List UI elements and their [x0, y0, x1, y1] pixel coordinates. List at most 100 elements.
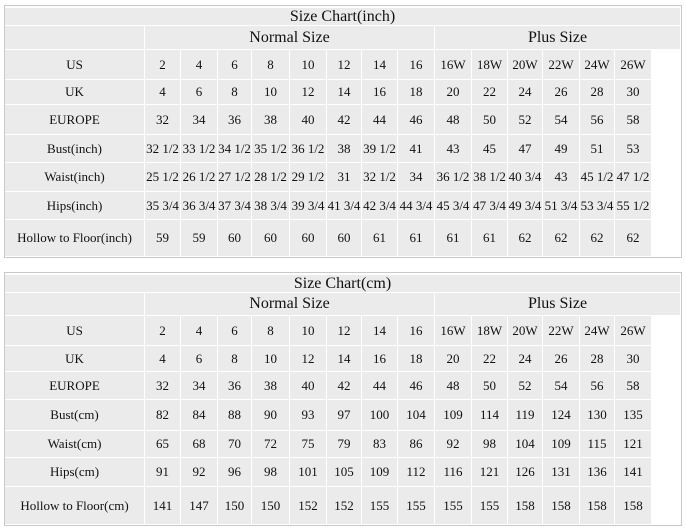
size-value: 62 [580, 220, 615, 257]
size-value: 44 [362, 372, 398, 400]
size-value: 158 [615, 487, 652, 525]
size-value: 158 [543, 487, 580, 525]
size-value: 26 1/2 [181, 163, 218, 192]
size-value: 24 [508, 80, 543, 105]
size-value: 25 1/2 [145, 163, 181, 192]
size-value: 8 [218, 80, 252, 105]
size-value: 32 1/2 [145, 135, 181, 163]
size-value: 38 3/4 [252, 192, 290, 220]
size-value: 39 1/2 [362, 135, 398, 163]
size-value: 12 [327, 316, 362, 346]
size-value: 42 [327, 105, 362, 135]
size-value: 60 [218, 220, 252, 257]
size-value: 62 [543, 220, 580, 257]
size-value: 36 [218, 372, 252, 400]
size-value: 49 [543, 135, 580, 163]
size-value: 22W [543, 50, 580, 80]
row-label: Waist(inch) [5, 163, 145, 192]
size-value: 68 [181, 431, 218, 458]
size-value: 98 [472, 431, 508, 458]
size-value: 4 [181, 50, 218, 80]
size-value: 60 [327, 220, 362, 257]
size-value: 115 [580, 431, 615, 458]
size-value: 155 [362, 487, 398, 525]
size-value: 44 3/4 [398, 192, 435, 220]
size-value: 16 [398, 316, 435, 346]
size-value: 37 3/4 [218, 192, 252, 220]
size-value: 32 1/2 [362, 163, 398, 192]
size-value: 56 [580, 105, 615, 135]
size-value: 48 [435, 372, 472, 400]
size-value: 40 3/4 [508, 163, 543, 192]
size-value: 100 [362, 400, 398, 431]
size-value: 4 [181, 316, 218, 346]
size-value: 61 [362, 220, 398, 257]
group-header: Plus Size [435, 293, 681, 316]
size-value: 12 [290, 80, 327, 105]
row-label: Bust(cm) [5, 400, 145, 431]
table-title: Size Chart(cm) [5, 275, 681, 293]
size-value: 51 3/4 [543, 192, 580, 220]
size-value: 101 [290, 458, 327, 487]
size-value: 46 [398, 372, 435, 400]
size-value: 88 [218, 400, 252, 431]
size-value: 20 [435, 346, 472, 372]
size-value: 90 [252, 400, 290, 431]
row-label: US [5, 316, 145, 346]
size-value: 38 [252, 105, 290, 135]
size-value: 46 [398, 105, 435, 135]
size-value: 58 [615, 372, 652, 400]
size-value: 56 [580, 372, 615, 400]
size-value: 45 1/2 [580, 163, 615, 192]
size-value: 109 [362, 458, 398, 487]
size-value: 92 [181, 458, 218, 487]
size-value: 18W [472, 50, 508, 80]
size-value: 18W [472, 316, 508, 346]
size-value: 26W [615, 316, 652, 346]
size-value: 41 3/4 [327, 192, 362, 220]
size-value: 42 3/4 [362, 192, 398, 220]
row-label: Bust(inch) [5, 135, 145, 163]
size-value: 114 [472, 400, 508, 431]
size-value: 34 [398, 163, 435, 192]
size-value: 48 [435, 105, 472, 135]
size-value: 4 [145, 80, 181, 105]
size-value: 2 [145, 316, 181, 346]
size-value: 47 1/2 [615, 163, 652, 192]
size-value: 36 1/2 [290, 135, 327, 163]
size-value: 26 [543, 80, 580, 105]
size-value: 26 [543, 346, 580, 372]
size-value: 8 [218, 346, 252, 372]
size-value: 131 [543, 458, 580, 487]
size-value: 61 [398, 220, 435, 257]
size-value: 91 [145, 458, 181, 487]
size-value: 2 [145, 50, 181, 80]
size-value: 51 [580, 135, 615, 163]
size-value: 141 [615, 458, 652, 487]
size-value: 60 [290, 220, 327, 257]
size-value: 8 [252, 50, 290, 80]
size-value: 121 [472, 458, 508, 487]
size-value: 16 [362, 346, 398, 372]
size-value: 32 [145, 105, 181, 135]
size-value: 16W [435, 50, 472, 80]
row-label: Hips(cm) [5, 458, 145, 487]
size-value: 130 [580, 400, 615, 431]
size-value: 43 [435, 135, 472, 163]
size-value: 72 [252, 431, 290, 458]
size-value: 14 [362, 50, 398, 80]
size-value: 34 [181, 372, 218, 400]
size-value: 40 [290, 105, 327, 135]
group-header: Normal Size [145, 26, 435, 50]
size-value: 152 [290, 487, 327, 525]
size-value: 155 [472, 487, 508, 525]
size-value: 119 [508, 400, 543, 431]
size-value: 152 [327, 487, 362, 525]
size-value: 47 [508, 135, 543, 163]
size-value: 36 1/2 [435, 163, 472, 192]
size-value: 24 [508, 346, 543, 372]
size-value: 31 [327, 163, 362, 192]
size-value: 22 [472, 80, 508, 105]
size-value: 18 [398, 346, 435, 372]
size-value: 29 1/2 [290, 163, 327, 192]
